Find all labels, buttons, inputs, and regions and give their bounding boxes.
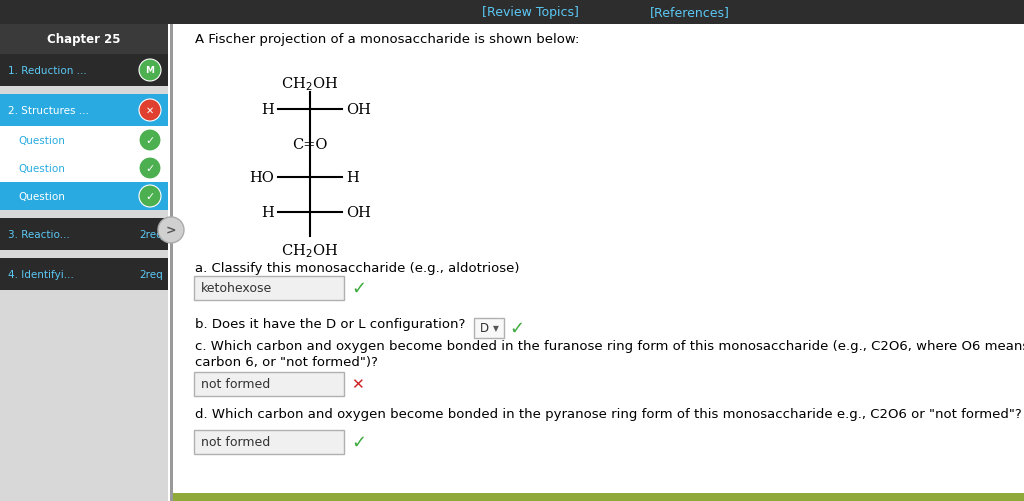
Circle shape [139,100,161,122]
Text: CH$_2$OH: CH$_2$OH [282,241,339,259]
Text: H: H [261,205,274,219]
Text: H: H [261,103,274,117]
Text: [Review Topics]: [Review Topics] [481,6,579,19]
Text: C=O: C=O [292,138,328,152]
Bar [0,55,168,87]
FancyBboxPatch shape [194,372,344,396]
Text: 2. Structures ...: 2. Structures ... [8,106,89,116]
Text: ✓: ✓ [145,191,155,201]
Circle shape [158,217,184,243]
Text: HO: HO [249,171,274,185]
Text: OH: OH [346,205,371,219]
Bar [0,25,168,501]
Text: 2req: 2req [139,229,163,239]
Text: not formed: not formed [201,436,270,448]
Bar [170,25,173,501]
FancyBboxPatch shape [194,430,344,454]
FancyBboxPatch shape [194,277,344,301]
Text: c. Which carbon and oxygen become bonded in the furanose ring form of this monos: c. Which carbon and oxygen become bonded… [195,339,1024,352]
Bar [0,210,168,218]
Text: H: H [346,171,358,185]
Text: ✕: ✕ [351,377,364,392]
Text: not formed: not formed [201,378,270,391]
Text: ketohexose: ketohexose [201,282,272,295]
Bar [0,250,168,259]
Bar [0,0,1024,25]
Text: ▼: ▼ [493,324,499,333]
Bar [0,95,168,127]
Text: >: > [166,224,176,237]
Text: a. Classify this monosaccharide (e.g., aldotriose): a. Classify this monosaccharide (e.g., a… [195,262,519,275]
Text: A Fischer projection of a monosaccharide is shown below:: A Fischer projection of a monosaccharide… [195,34,580,47]
Circle shape [139,186,161,207]
Text: D: D [480,322,489,335]
Text: 1. Reduction ...: 1. Reduction ... [8,66,87,76]
Bar [173,493,1024,501]
Text: d. Which carbon and oxygen become bonded in the pyranose ring form of this monos: d. Which carbon and oxygen become bonded… [195,407,1022,420]
Text: ✓: ✓ [145,136,155,146]
Bar [0,183,168,210]
Text: Question: Question [18,164,65,174]
Circle shape [139,60,161,82]
Text: [References]: [References] [650,6,730,19]
Bar [0,25,168,55]
Text: Question: Question [18,191,65,201]
Text: 2req: 2req [139,270,163,280]
Text: ✓: ✓ [351,280,367,298]
Text: ✓: ✓ [509,319,524,337]
Bar [0,155,168,183]
FancyBboxPatch shape [474,318,504,338]
Circle shape [139,130,161,152]
Text: Question: Question [18,136,65,146]
Bar [0,127,168,155]
Bar [0,218,168,250]
Text: Chapter 25: Chapter 25 [47,34,121,47]
Bar [0,259,168,291]
Text: CH$_2$OH: CH$_2$OH [282,75,339,93]
Text: 4. Identifyi...: 4. Identifyi... [8,270,74,280]
Text: carbon 6, or "not formed")?: carbon 6, or "not formed")? [195,355,378,368]
Text: OH: OH [346,103,371,117]
Text: b. Does it have the D or L configuration?: b. Does it have the D or L configuration… [195,317,465,330]
Text: ✓: ✓ [351,433,367,451]
Text: 3. Reactio...: 3. Reactio... [8,229,70,239]
Text: ✓: ✓ [145,164,155,174]
Circle shape [139,158,161,180]
Bar [0,87,168,95]
Text: M: M [145,66,155,75]
Text: ✕: ✕ [146,106,154,116]
